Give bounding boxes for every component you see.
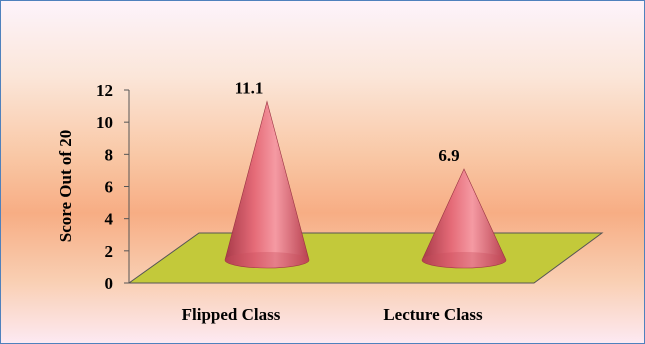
data-label: 11.1 xyxy=(235,78,264,97)
category-label: Flipped Class xyxy=(182,305,281,324)
cone-base xyxy=(225,252,309,268)
y-tick-label: 2 xyxy=(105,242,114,261)
data-label: 6.9 xyxy=(438,146,459,165)
cone-body xyxy=(224,100,310,269)
y-tick-label: 10 xyxy=(96,113,113,132)
cone-base xyxy=(422,252,506,268)
y-tick-label: 12 xyxy=(96,81,113,100)
y-tick-label: 0 xyxy=(105,274,114,293)
y-tick-label: 6 xyxy=(105,178,114,197)
cone-bar xyxy=(421,168,507,269)
y-tick-label: 8 xyxy=(105,145,114,164)
cone-body xyxy=(421,168,507,269)
chart-floor xyxy=(127,232,604,284)
y-axis-title: Score Out of 20 xyxy=(56,130,75,243)
cone-bar xyxy=(224,100,310,269)
category-label: Lecture Class xyxy=(383,305,483,324)
y-tick-label: 4 xyxy=(105,210,114,229)
